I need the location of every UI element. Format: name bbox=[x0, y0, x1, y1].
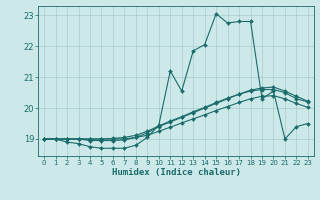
X-axis label: Humidex (Indice chaleur): Humidex (Indice chaleur) bbox=[111, 168, 241, 177]
